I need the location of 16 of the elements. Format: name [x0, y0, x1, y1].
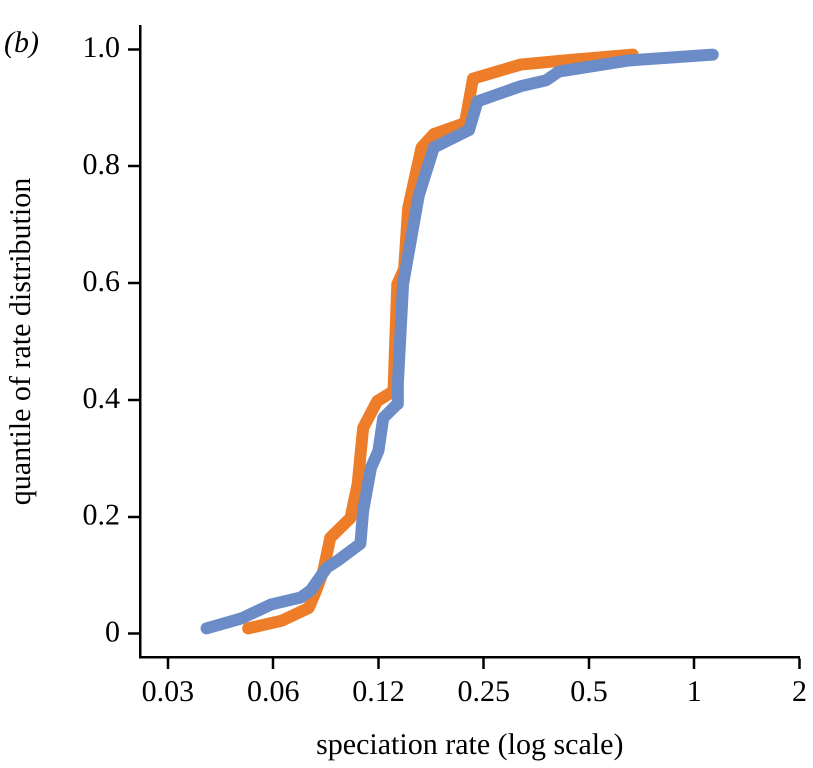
x-tick-label: 0.06: [246, 674, 300, 708]
y-tick-label: 1.0: [82, 31, 120, 64]
y-tick-label: 0.4: [82, 382, 120, 415]
x-axis-title: speciation rate (log scale): [316, 728, 624, 761]
y-tick-label: 0.6: [82, 264, 120, 298]
chart-title: (b): [4, 26, 39, 59]
x-tick-label: 0.5: [570, 674, 608, 708]
y-tick-label: 0: [105, 616, 120, 649]
x-tick-label: 2: [792, 674, 807, 708]
x-tick-label: 1: [686, 674, 702, 708]
y-tick-label: 0.8: [82, 148, 120, 182]
x-tick-label: 0.12: [352, 674, 405, 708]
x-tick-label: 0.25: [457, 674, 510, 708]
y-tick-label: 0.2: [82, 498, 120, 532]
x-tick-label: 0.03: [142, 674, 194, 708]
y-axis-title: quantile of rate distribution: [4, 178, 37, 506]
